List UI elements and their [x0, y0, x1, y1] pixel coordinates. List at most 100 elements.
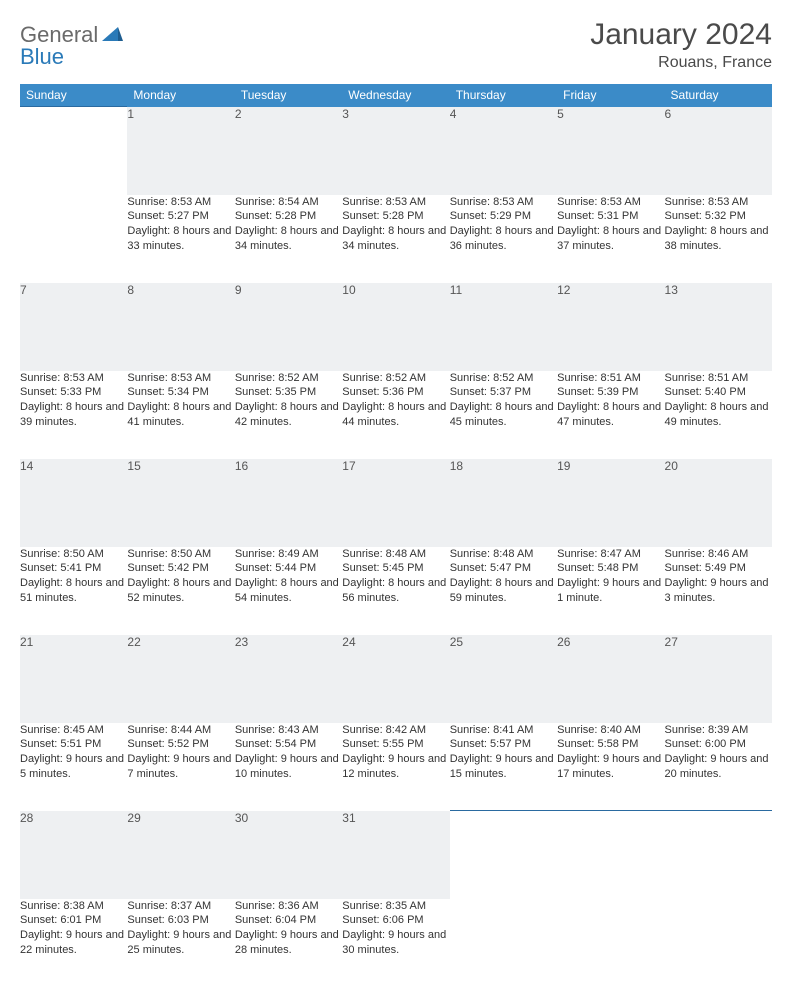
daylight-line: Daylight: 9 hours and 17 minutes. — [557, 752, 664, 782]
day-number-cell: 31 — [342, 811, 449, 899]
day-content-cell: Sunrise: 8:48 AMSunset: 5:45 PMDaylight:… — [342, 547, 449, 635]
day-number-cell: 20 — [665, 459, 772, 547]
sunrise-line: Sunrise: 8:38 AM — [20, 899, 127, 914]
daylight-line: Daylight: 8 hours and 44 minutes. — [342, 400, 449, 430]
sunset-line: Sunset: 5:31 PM — [557, 209, 664, 224]
day-content-cell: Sunrise: 8:40 AMSunset: 5:58 PMDaylight:… — [557, 723, 664, 811]
day-number-cell — [450, 811, 557, 899]
sunrise-line: Sunrise: 8:35 AM — [342, 899, 449, 914]
daylight-line: Daylight: 8 hours and 56 minutes. — [342, 576, 449, 606]
month-title: January 2024 — [590, 18, 772, 52]
sunset-line: Sunset: 5:36 PM — [342, 385, 449, 400]
day-number-cell: 12 — [557, 283, 664, 371]
sunset-line: Sunset: 5:44 PM — [235, 561, 342, 576]
weekday-header: Friday — [557, 84, 664, 107]
weekday-header: Tuesday — [235, 84, 342, 107]
sunset-line: Sunset: 5:28 PM — [342, 209, 449, 224]
daylight-line: Daylight: 9 hours and 28 minutes. — [235, 928, 342, 958]
day-number-cell: 7 — [20, 283, 127, 371]
day-content-cell — [557, 899, 664, 987]
daylight-line: Daylight: 8 hours and 59 minutes. — [450, 576, 557, 606]
sunrise-line: Sunrise: 8:40 AM — [557, 723, 664, 738]
day-content-cell: Sunrise: 8:52 AMSunset: 5:36 PMDaylight:… — [342, 371, 449, 459]
sunrise-line: Sunrise: 8:52 AM — [342, 371, 449, 386]
day-number-cell: 30 — [235, 811, 342, 899]
calendar-head: SundayMondayTuesdayWednesdayThursdayFrid… — [20, 84, 772, 107]
sunrise-line: Sunrise: 8:52 AM — [235, 371, 342, 386]
day-content-cell: Sunrise: 8:53 AMSunset: 5:27 PMDaylight:… — [127, 195, 234, 283]
day-content-cell: Sunrise: 8:42 AMSunset: 5:55 PMDaylight:… — [342, 723, 449, 811]
sunrise-line: Sunrise: 8:53 AM — [127, 371, 234, 386]
day-content-cell: Sunrise: 8:53 AMSunset: 5:28 PMDaylight:… — [342, 195, 449, 283]
day-number-cell: 5 — [557, 107, 664, 195]
sunrise-line: Sunrise: 8:53 AM — [665, 195, 772, 210]
sunset-line: Sunset: 5:33 PM — [20, 385, 127, 400]
day-number-cell: 13 — [665, 283, 772, 371]
day-content-cell: Sunrise: 8:41 AMSunset: 5:57 PMDaylight:… — [450, 723, 557, 811]
day-number-cell: 22 — [127, 635, 234, 723]
daylight-line: Daylight: 8 hours and 36 minutes. — [450, 224, 557, 254]
daylight-line: Daylight: 8 hours and 51 minutes. — [20, 576, 127, 606]
sunrise-line: Sunrise: 8:42 AM — [342, 723, 449, 738]
sunset-line: Sunset: 5:45 PM — [342, 561, 449, 576]
daylight-line: Daylight: 8 hours and 42 minutes. — [235, 400, 342, 430]
sunset-line: Sunset: 6:04 PM — [235, 913, 342, 928]
logo-text-blue-wrap: Blue — [20, 44, 64, 70]
day-number-cell: 2 — [235, 107, 342, 195]
day-content-cell: Sunrise: 8:49 AMSunset: 5:44 PMDaylight:… — [235, 547, 342, 635]
sunrise-line: Sunrise: 8:53 AM — [450, 195, 557, 210]
day-number-cell: 15 — [127, 459, 234, 547]
daylight-line: Daylight: 9 hours and 25 minutes. — [127, 928, 234, 958]
day-number-cell: 28 — [20, 811, 127, 899]
sunset-line: Sunset: 5:49 PM — [665, 561, 772, 576]
calendar-body: 123456Sunrise: 8:53 AMSunset: 5:27 PMDay… — [20, 107, 772, 987]
day-number-cell: 18 — [450, 459, 557, 547]
day-content-cell: Sunrise: 8:35 AMSunset: 6:06 PMDaylight:… — [342, 899, 449, 987]
calendar-table: SundayMondayTuesdayWednesdayThursdayFrid… — [20, 84, 772, 987]
day-content-row: Sunrise: 8:53 AM Sunset: 5:27 PM Daylight:… — [20, 195, 772, 283]
day-number-cell: 1 — [127, 107, 234, 195]
day-number-cell: 17 — [342, 459, 449, 547]
day-number-cell: 23 — [235, 635, 342, 723]
day-number-cell — [20, 107, 127, 195]
sunrise-line: Sunrise: 8:47 AM — [557, 547, 664, 562]
sunset-line: Sunset: 5:42 PM — [127, 561, 234, 576]
daylight-line: Daylight: 8 hours and 38 minutes. — [665, 224, 772, 254]
day-number-cell: 19 — [557, 459, 664, 547]
sunrise-line: Sunrise: 8:52 AM — [450, 371, 557, 386]
sunrise-line: Sunrise: 8:36 AM — [235, 899, 342, 914]
sunrise-line: Sunrise: 8:41 AM — [450, 723, 557, 738]
sunset-line: Sunset: 5:27 PM — [127, 209, 234, 224]
day-content-row: Sunrise: 8:38 AMSunset: 6:01 PMDaylight:… — [20, 899, 772, 987]
daylight-line: Daylight: 9 hours and 22 minutes. — [20, 928, 127, 958]
day-content-cell: Sunrise: 8:53 AMSunset: 5:31 PMDaylight:… — [557, 195, 664, 283]
weekday-header: Wednesday — [342, 84, 449, 107]
sunset-line: Sunset: 5:28 PM — [235, 209, 342, 224]
sunrise-line: Sunrise: 8:49 AM — [235, 547, 342, 562]
day-content-cell: Sunrise: 8:54 AMSunset: 5:28 PMDaylight:… — [235, 195, 342, 283]
day-content-cell — [450, 899, 557, 987]
sunrise-line: Sunrise: 8:53 AM — [342, 195, 449, 210]
daylight-line: Daylight: 9 hours and 7 minutes. — [127, 752, 234, 782]
day-content-row: Sunrise: 8:50 AMSunset: 5:41 PMDaylight:… — [20, 547, 772, 635]
title-block: January 2024 Rouans, France — [590, 18, 772, 72]
day-content-cell: Sunrise: 8:39 AMSunset: 6:00 PMDaylight:… — [665, 723, 772, 811]
sunset-line: Sunset: 5:34 PM — [127, 385, 234, 400]
sunset-line: Sunset: 5:41 PM — [20, 561, 127, 576]
sunset-line: Sunset: 5:48 PM — [557, 561, 664, 576]
day-content-cell: Sunrise: 8:52 AMSunset: 5:37 PMDaylight:… — [450, 371, 557, 459]
day-content-cell: Sunrise: 8:50 AMSunset: 5:41 PMDaylight:… — [20, 547, 127, 635]
day-content-cell: Sunrise: 8:38 AMSunset: 6:01 PMDaylight:… — [20, 899, 127, 987]
day-number-cell: 29 — [127, 811, 234, 899]
day-number-cell: 27 — [665, 635, 772, 723]
day-content-cell: Sunrise: 8:48 AMSunset: 5:47 PMDaylight:… — [450, 547, 557, 635]
sunset-line: Sunset: 5:58 PM — [557, 737, 664, 752]
day-content-cell: Sunrise: 8:53 AMSunset: 5:32 PMDaylight:… — [665, 195, 772, 283]
day-content-row: Sunrise: 8:45 AMSunset: 5:51 PMDaylight:… — [20, 723, 772, 811]
sunset-line: Sunset: 5:57 PM — [450, 737, 557, 752]
day-number-cell: 26 — [557, 635, 664, 723]
daylight-line: Daylight: 8 hours and 49 minutes. — [665, 400, 772, 430]
sunrise-line: Sunrise: 8:50 AM — [127, 547, 234, 562]
sunrise-line: Sunrise: 8:43 AM — [235, 723, 342, 738]
weekday-header: Monday — [127, 84, 234, 107]
